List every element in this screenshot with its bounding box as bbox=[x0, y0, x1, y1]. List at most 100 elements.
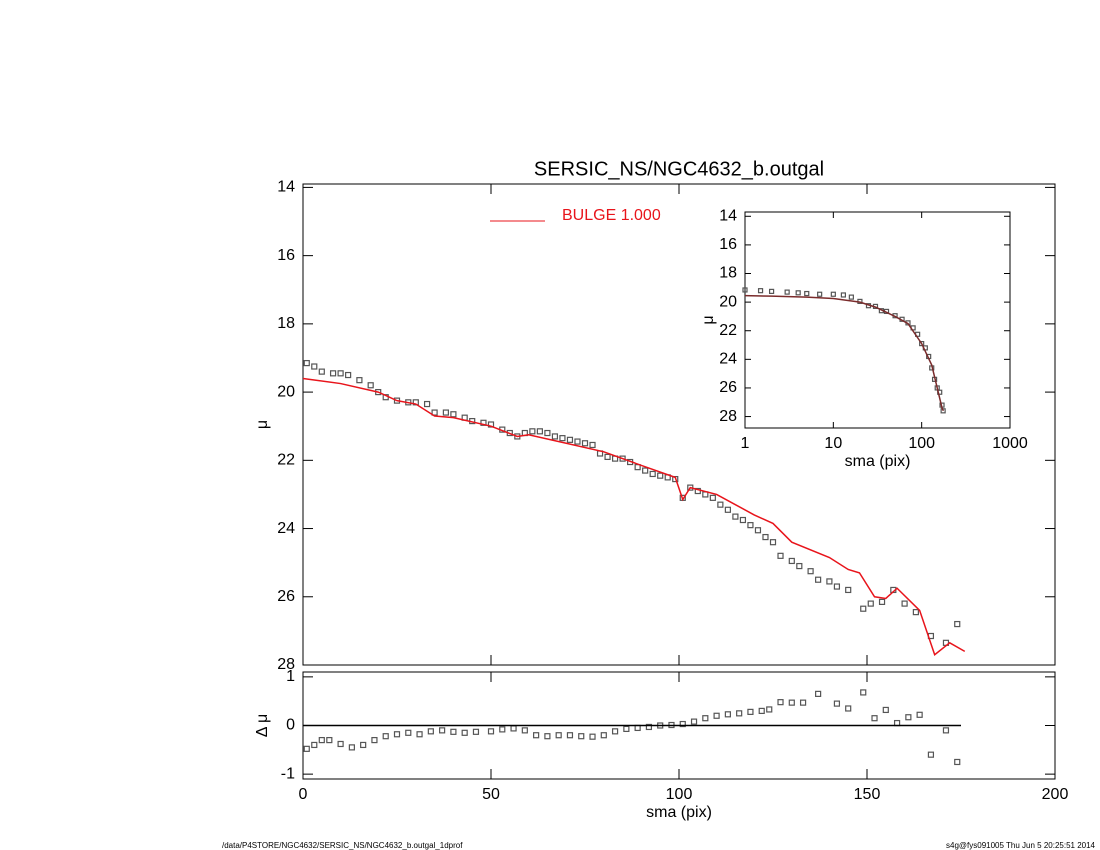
footer-right: s4g@fys091005 Thu Jun 5 20:25:51 2014 bbox=[946, 841, 1096, 850]
data-point bbox=[912, 609, 919, 616]
data-point bbox=[551, 433, 559, 440]
data-point bbox=[303, 359, 310, 367]
data-point bbox=[777, 699, 784, 706]
data-point bbox=[788, 557, 795, 565]
data-point bbox=[499, 726, 506, 733]
x-axis-label: sma (pix) bbox=[646, 804, 712, 821]
data-point bbox=[799, 699, 807, 706]
data-point bbox=[431, 409, 438, 416]
data-point bbox=[487, 728, 495, 735]
legend-label: BULGE 1.000 bbox=[562, 207, 661, 224]
data-point bbox=[757, 288, 764, 294]
data-point bbox=[867, 600, 874, 607]
data-point bbox=[815, 690, 822, 697]
x-tick-label: 150 bbox=[854, 786, 881, 803]
y-tick-label: -1 bbox=[281, 765, 295, 782]
footer-left: /data/P4STORE/NGC4632/SERSIC_NS/NGC4632_… bbox=[222, 841, 463, 850]
data-point bbox=[589, 733, 596, 740]
data-point bbox=[927, 751, 935, 758]
data-point bbox=[574, 438, 581, 445]
y-tick-label: 22 bbox=[277, 452, 295, 469]
data-point bbox=[450, 728, 457, 735]
data-point bbox=[642, 467, 649, 474]
data-point bbox=[303, 745, 310, 752]
x-tick-label: 0 bbox=[299, 786, 308, 803]
data-point bbox=[544, 429, 551, 437]
y-tick-label: 28 bbox=[277, 656, 295, 673]
y-tick-label: 28 bbox=[719, 408, 737, 425]
data-point bbox=[804, 290, 810, 297]
data-point bbox=[555, 732, 562, 739]
data-point bbox=[724, 506, 731, 513]
data-point bbox=[815, 576, 822, 583]
data-point bbox=[795, 290, 801, 296]
data-point bbox=[871, 715, 878, 722]
data-point bbox=[954, 620, 961, 628]
x-tick-label: 100 bbox=[666, 786, 693, 803]
y-axis-label: μ bbox=[700, 315, 717, 324]
data-point bbox=[830, 291, 836, 297]
y-tick-label: 26 bbox=[277, 588, 295, 605]
data-point bbox=[905, 714, 912, 721]
data-point bbox=[345, 371, 352, 379]
data-point bbox=[427, 728, 434, 735]
data-point bbox=[533, 732, 540, 739]
data-point bbox=[337, 370, 344, 377]
data-point bbox=[736, 710, 743, 717]
data-point bbox=[356, 377, 363, 384]
x-tick-label: 50 bbox=[482, 786, 500, 803]
data-point bbox=[717, 501, 724, 508]
y-tick-label: 16 bbox=[277, 247, 295, 264]
data-point bbox=[848, 294, 854, 300]
data-point bbox=[901, 600, 908, 607]
data-point bbox=[916, 711, 923, 718]
data-point bbox=[329, 370, 337, 377]
data-point bbox=[878, 598, 886, 605]
data-point bbox=[690, 718, 698, 725]
data-point bbox=[604, 453, 611, 461]
y-tick-label: 14 bbox=[277, 179, 295, 196]
x-tick-label: 1 bbox=[741, 435, 750, 452]
x-tick-label: 10 bbox=[824, 435, 842, 452]
y-tick-label: 24 bbox=[277, 520, 295, 537]
data-point bbox=[578, 733, 585, 740]
plot-frame bbox=[744, 211, 1011, 429]
data-point bbox=[367, 382, 374, 389]
data-point bbox=[860, 689, 867, 696]
data-point bbox=[510, 725, 517, 732]
data-point bbox=[442, 409, 449, 416]
data-point bbox=[348, 744, 355, 751]
data-point bbox=[581, 440, 589, 447]
data-point bbox=[807, 568, 814, 575]
data-point bbox=[845, 705, 852, 712]
data-point bbox=[382, 733, 389, 740]
data-point bbox=[882, 706, 889, 714]
y-tick-label: 14 bbox=[719, 208, 737, 225]
data-point bbox=[694, 487, 701, 495]
y-axis-label: μ bbox=[254, 420, 271, 429]
data-point bbox=[679, 720, 686, 728]
data-point bbox=[919, 341, 925, 347]
data-point bbox=[529, 428, 536, 435]
data-point bbox=[311, 741, 318, 749]
data-point bbox=[405, 729, 412, 736]
data-point bbox=[360, 741, 367, 749]
data-point bbox=[724, 711, 731, 718]
data-point bbox=[439, 727, 446, 734]
data-point bbox=[732, 513, 739, 520]
data-point bbox=[544, 733, 551, 740]
data-point bbox=[784, 289, 790, 295]
data-point bbox=[371, 736, 378, 744]
data-point bbox=[326, 736, 333, 744]
data-point bbox=[702, 715, 709, 722]
data-point bbox=[337, 740, 344, 748]
x-tick-label: 100 bbox=[908, 435, 935, 452]
data-point bbox=[566, 436, 574, 443]
data-point bbox=[393, 731, 401, 738]
data-point bbox=[657, 472, 664, 479]
y-tick-label: 26 bbox=[719, 379, 737, 396]
x-tick-label: 1000 bbox=[992, 435, 1028, 452]
data-point bbox=[758, 707, 765, 715]
data-point bbox=[826, 578, 833, 585]
